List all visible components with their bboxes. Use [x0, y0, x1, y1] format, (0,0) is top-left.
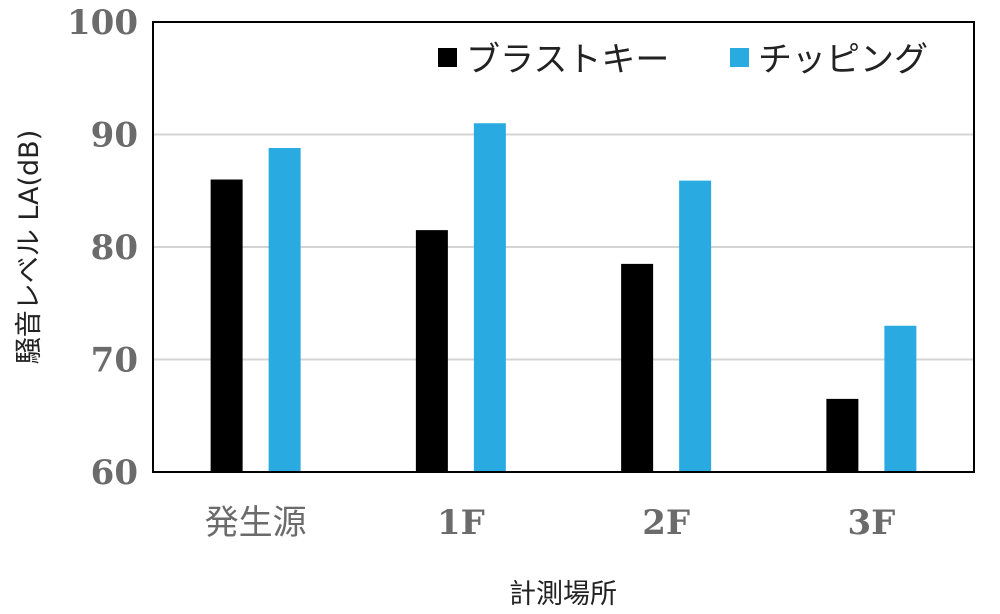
bar-chipping-2: [473, 123, 506, 472]
x-axis-title: 計測場所: [509, 579, 617, 610]
bar-blast-1: [210, 179, 243, 472]
bars: [210, 123, 917, 472]
y-tick-label: 80: [91, 228, 138, 268]
y-axis-title: 騒音レベル LA(dB): [14, 130, 45, 364]
plot-frame: [152, 21, 975, 473]
legend-swatch-chipping: [730, 48, 749, 67]
bar-chipping-4: [884, 325, 917, 472]
bar-blast-3: [621, 263, 654, 472]
bar-chipping-3: [679, 180, 712, 472]
y-tick-label: 70: [91, 341, 138, 381]
x-category-label: 1F: [437, 503, 485, 543]
x-category-label: 2F: [642, 503, 690, 543]
y-tick-label: 100: [67, 3, 138, 43]
x-axis-categories: 発生源 1F 2F 3F: [205, 503, 896, 543]
y-tick-label: 90: [91, 116, 138, 156]
legend-swatch-blast: [438, 48, 457, 67]
y-tick-label: 60: [91, 453, 138, 493]
legend: ブラストキー チッピング: [438, 40, 928, 80]
bar-chipping-1: [268, 148, 301, 472]
bar-blast-2: [415, 230, 448, 472]
bar-blast-4: [826, 398, 859, 472]
legend-label-chipping: チッピング: [758, 40, 928, 80]
y-axis-ticks: 60 70 80 90 100: [67, 3, 138, 493]
legend-label-blast: ブラストキー: [466, 40, 669, 80]
x-category-label: 3F: [847, 503, 895, 543]
x-category-label: 発生源: [205, 503, 307, 543]
